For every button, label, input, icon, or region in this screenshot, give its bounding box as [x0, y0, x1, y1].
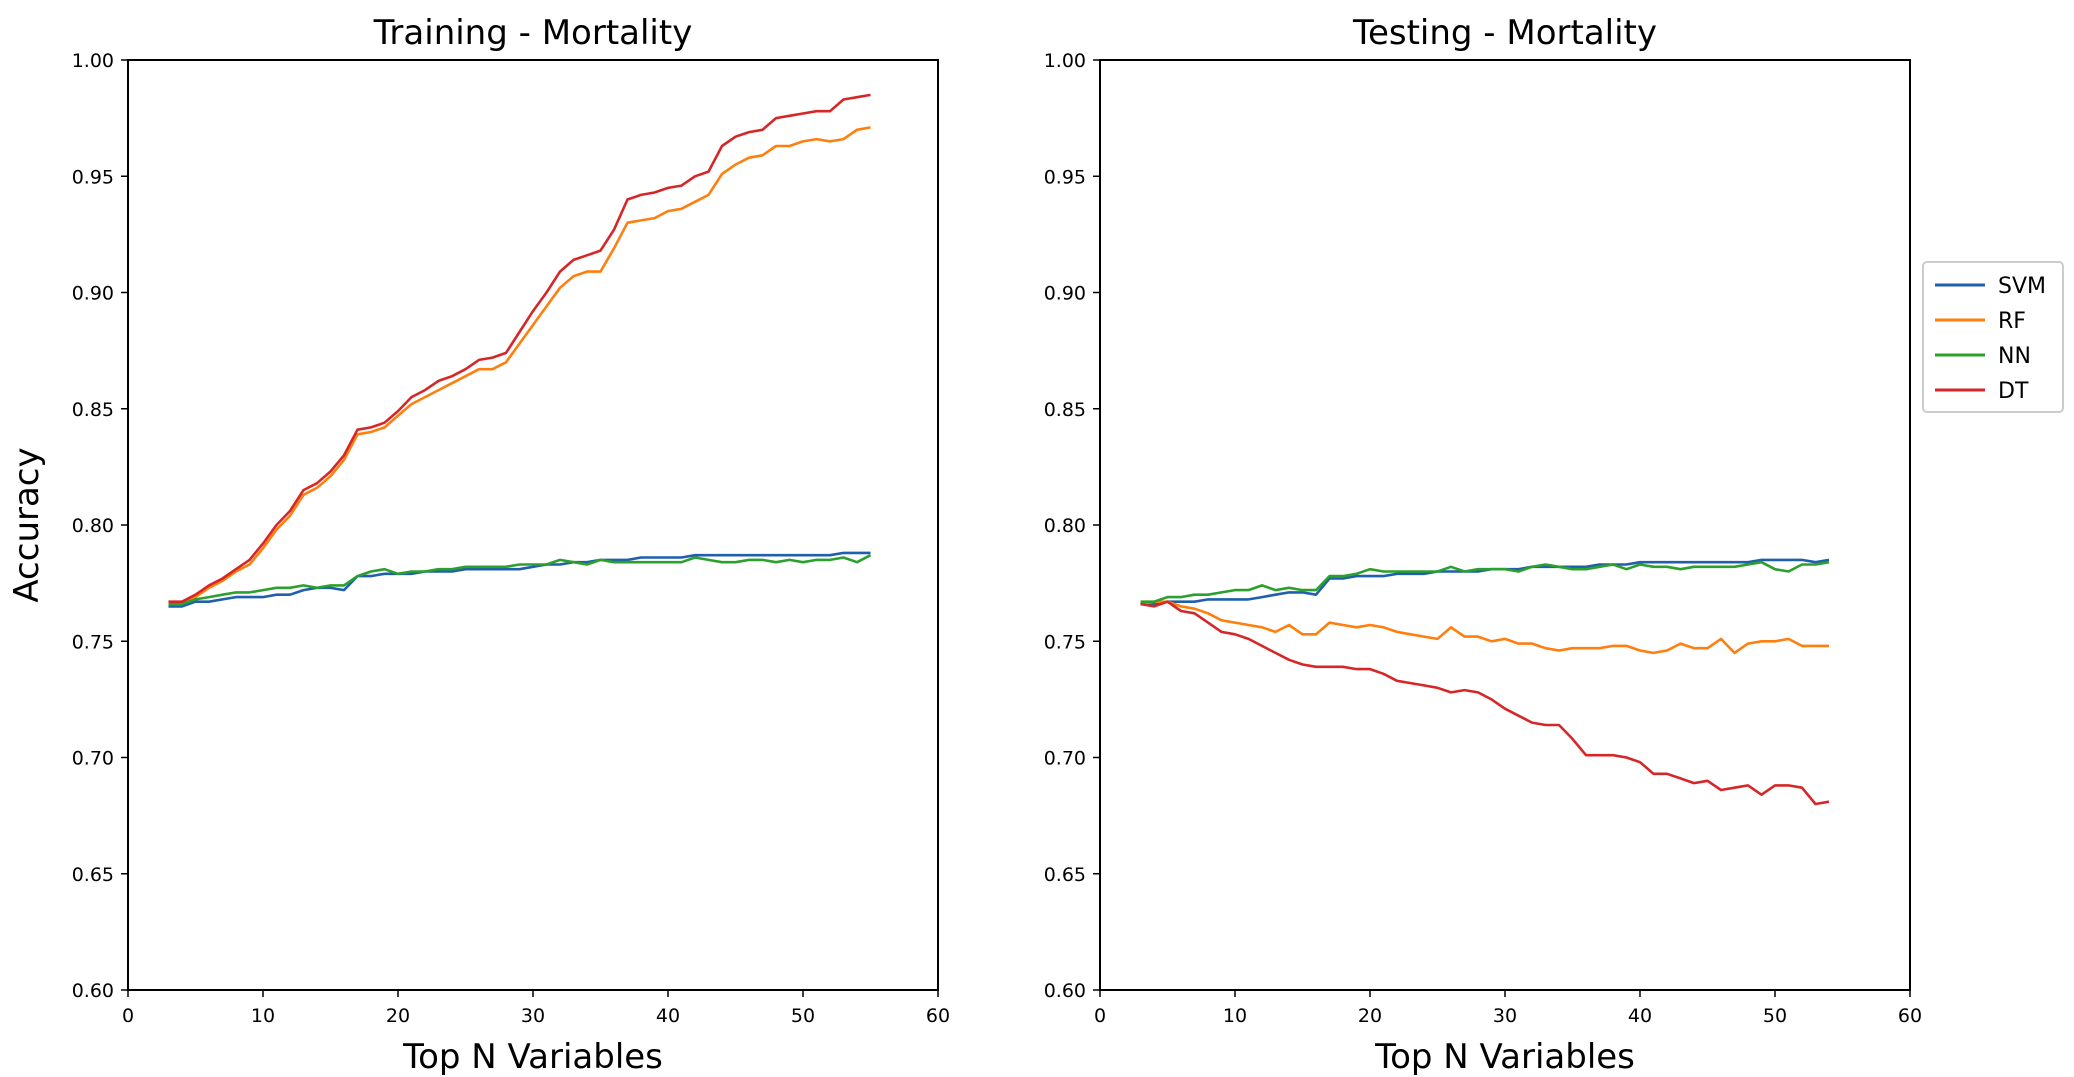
- training-x-tick-label: 30: [521, 1005, 545, 1027]
- testing-y-tick-label: 0.65: [1044, 864, 1086, 886]
- training-series-rf-line: [168, 126, 871, 606]
- testing-y-tick-label: 0.70: [1044, 748, 1086, 770]
- testing-series-rf-line: [1140, 600, 1829, 655]
- training-y-tick-label: 0.60: [72, 980, 114, 1002]
- legend-label-dt: DT: [1998, 379, 2029, 404]
- training-x-tick-label: 60: [926, 1005, 950, 1027]
- training-y-tick-label: 1.00: [72, 50, 114, 72]
- testing-y-tick-label: 0.80: [1044, 515, 1086, 537]
- testing-x-tick-label: 60: [1898, 1005, 1922, 1027]
- training-panel: Training - Mortality 0 10 20 30 40 50 60 0.600…: [7, 13, 950, 1077]
- legend-label-nn: NN: [1998, 344, 2031, 369]
- testing-y-tick-label: 0.95: [1044, 166, 1086, 188]
- testing-series-dt-line: [1140, 600, 1830, 806]
- testing-plot-frame: [1099, 59, 1911, 991]
- training-plot-lines: [168, 93, 872, 608]
- training-y-tick-label: 0.95: [72, 166, 114, 188]
- testing-x-axis-title: Top N Variables: [1374, 1037, 1635, 1077]
- testing-x-tick-label: 20: [1358, 1005, 1382, 1027]
- legend-label-svm: SVM: [1998, 274, 2046, 299]
- testing-x-tick-label: 10: [1223, 1005, 1247, 1027]
- testing-x-ticks: 0 10 20 30 40 50 60: [1094, 990, 1922, 1027]
- training-y-tick-label: 0.65: [72, 864, 114, 886]
- training-x-tick-label: 10: [251, 1005, 275, 1027]
- training-y-tick-label: 0.75: [72, 631, 114, 653]
- training-panel-title: Training - Mortality: [373, 13, 693, 53]
- training-y-tick-label: 0.80: [72, 515, 114, 537]
- training-plot-frame: [127, 59, 939, 991]
- testing-panel: Testing - Mortality 0 10 20 30 40 50 60 0.600.…: [1044, 13, 1922, 1077]
- training-x-ticks: 0 10 20 30 40 50 60: [122, 990, 950, 1027]
- testing-y-tick-label: 0.90: [1044, 283, 1086, 305]
- training-y-ticks: 0.60 0.65 0.70 0.75 0.80 0.85 0.90 0.95 1.00: [72, 50, 128, 1002]
- testing-y-ticks: 0.60 0.65 0.70 0.75 0.80 0.85 0.90 0.95 1.00: [1044, 50, 1100, 1002]
- testing-x-tick-label: 0: [1094, 1005, 1106, 1027]
- testing-y-tick-label: 0.75: [1044, 631, 1086, 653]
- training-x-tick-label: 50: [791, 1005, 815, 1027]
- training-x-tick-label: 40: [656, 1005, 680, 1027]
- testing-y-tick-label: 1.00: [1044, 50, 1086, 72]
- testing-y-tick-label: 0.85: [1044, 399, 1086, 421]
- training-x-tick-label: 20: [386, 1005, 410, 1027]
- training-series-svm-line: [168, 551, 871, 608]
- training-y-tick-label: 0.70: [72, 748, 114, 770]
- training-series-nn-line: [168, 554, 872, 606]
- testing-x-tick-label: 50: [1763, 1005, 1787, 1027]
- testing-plot-lines: [1140, 558, 1830, 806]
- legend-label-rf: RF: [1998, 309, 2026, 334]
- legend-items: SVM RF NN DT: [1935, 274, 2046, 404]
- testing-series-nn-line: [1140, 560, 1830, 604]
- testing-x-tick-label: 40: [1628, 1005, 1652, 1027]
- training-x-axis-title: Top N Variables: [402, 1037, 663, 1077]
- training-y-tick-label: 0.90: [72, 283, 114, 305]
- legend: SVM RF NN DT: [1922, 261, 2064, 413]
- legend-box: [1922, 261, 2064, 413]
- testing-panel-title: Testing - Mortality: [1352, 13, 1657, 53]
- training-y-axis-title: Accuracy: [7, 447, 47, 602]
- testing-y-tick-label: 0.60: [1044, 980, 1086, 1002]
- training-series-dt-line: [168, 93, 871, 604]
- training-y-tick-label: 0.85: [72, 399, 114, 421]
- testing-x-tick-label: 30: [1493, 1005, 1517, 1027]
- training-x-tick-label: 0: [122, 1005, 134, 1027]
